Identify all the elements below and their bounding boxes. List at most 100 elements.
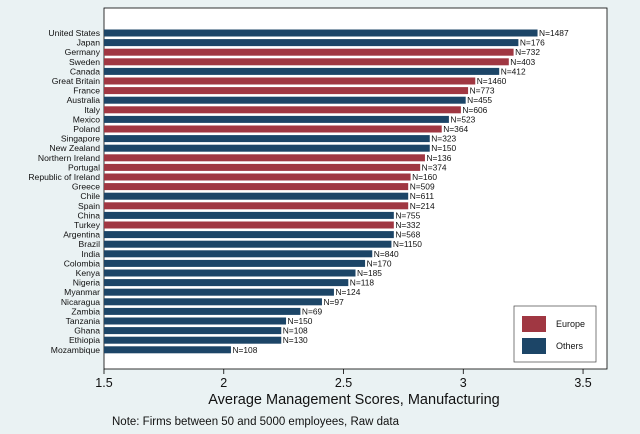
bar-germany xyxy=(104,48,514,56)
x-tick-label-2: 2 xyxy=(220,376,227,390)
bars-layer xyxy=(104,29,538,354)
bar-india xyxy=(104,250,373,258)
n-label-italy: N=606 xyxy=(462,105,487,115)
x-tick-label-2-5: 2.5 xyxy=(335,376,352,390)
category-label-ghana: Ghana xyxy=(74,326,100,336)
n-label-canada: N=412 xyxy=(501,66,526,76)
n-label-tanzania: N=150 xyxy=(288,316,313,326)
n-label-nicaragua: N=97 xyxy=(323,297,344,307)
bar-colombia xyxy=(104,259,366,267)
category-label-ethiopia: Ethiopia xyxy=(69,335,100,345)
bar-ethiopia xyxy=(104,336,282,344)
n-label-china: N=755 xyxy=(395,210,420,220)
category-label-nigeria: Nigeria xyxy=(73,278,100,288)
n-label-france: N=773 xyxy=(470,86,495,96)
bar-nigeria xyxy=(104,279,349,287)
n-label-colombia: N=170 xyxy=(367,258,392,268)
bar-chile xyxy=(104,192,409,200)
category-label-northern-ireland: Northern Ireland xyxy=(38,153,100,163)
n-label-japan: N=176 xyxy=(520,38,545,48)
bar-mexico xyxy=(104,115,449,123)
bar-argentina xyxy=(104,231,394,239)
n-label-northern-ireland: N=136 xyxy=(426,153,451,163)
n-label-chile: N=611 xyxy=(410,191,435,201)
n-label-myanmar: N=124 xyxy=(335,287,360,297)
n-label-argentina: N=568 xyxy=(395,230,420,240)
category-label-singapore: Singapore xyxy=(61,134,100,144)
bar-greece xyxy=(104,183,409,191)
bar-northern-ireland xyxy=(104,154,425,162)
n-label-greece: N=509 xyxy=(410,182,435,192)
bar-new-zealand xyxy=(104,144,430,152)
category-label-kenya: Kenya xyxy=(76,268,101,278)
category-label-myanmar: Myanmar xyxy=(64,287,100,297)
category-label-sweden: Sweden xyxy=(69,57,100,67)
n-label-brazil: N=1150 xyxy=(393,239,422,249)
bar-mozambique xyxy=(104,346,231,354)
category-label-australia: Australia xyxy=(67,95,101,105)
category-labels: United StatesJapanGermanySwedenCanadaGre… xyxy=(28,28,100,355)
category-label-tanzania: Tanzania xyxy=(66,316,101,326)
category-label-greece: Greece xyxy=(72,182,100,192)
category-label-china: China xyxy=(78,210,101,220)
bar-portugal xyxy=(104,163,421,171)
n-label-india: N=840 xyxy=(374,249,399,259)
category-label-turkey: Turkey xyxy=(74,220,101,230)
bar-republic-of-ireland xyxy=(104,173,411,181)
bar-zambia xyxy=(104,307,301,315)
n-label-kenya: N=185 xyxy=(357,268,382,278)
legend: Europe Others xyxy=(513,305,597,363)
bar-kenya xyxy=(104,269,356,277)
n-label-germany: N=732 xyxy=(515,47,540,57)
n-label-zambia: N=69 xyxy=(302,306,323,316)
legend-swatch-europe xyxy=(522,316,546,332)
bar-australia xyxy=(104,96,466,104)
bar-brazil xyxy=(104,240,392,248)
n-label-australia: N=455 xyxy=(467,95,492,105)
x-axis-title: Average Management Scores, Manufacturing xyxy=(208,392,500,408)
n-label-turkey: N=332 xyxy=(395,220,420,230)
category-label-united-states: United States xyxy=(48,28,100,38)
n-label-singapore: N=323 xyxy=(431,134,456,144)
bar-united-states xyxy=(104,29,538,37)
category-label-germany: Germany xyxy=(65,47,101,57)
x-tick-label-3: 3 xyxy=(460,376,467,390)
category-label-great-britain: Great Britain xyxy=(52,76,100,86)
n-label-poland: N=364 xyxy=(443,124,468,134)
category-label-india: India xyxy=(81,249,100,259)
x-tick-label-3-5: 3.5 xyxy=(574,376,591,390)
bar-ghana xyxy=(104,327,282,335)
n-label-nigeria: N=118 xyxy=(350,278,375,288)
category-label-portugal: Portugal xyxy=(68,162,100,172)
n-label-mozambique: N=108 xyxy=(232,345,257,355)
n-label-spain: N=214 xyxy=(410,201,435,211)
n-label-republic-of-ireland: N=160 xyxy=(412,172,437,182)
bar-china xyxy=(104,211,394,219)
category-label-italy: Italy xyxy=(84,105,100,115)
n-label-sweden: N=403 xyxy=(510,57,535,67)
category-label-zambia: Zambia xyxy=(71,306,100,316)
category-label-canada: Canada xyxy=(70,66,100,76)
category-label-japan: Japan xyxy=(77,38,101,48)
bar-myanmar xyxy=(104,288,334,296)
bar-sweden xyxy=(104,58,509,66)
category-label-france: France xyxy=(73,86,100,96)
bar-nicaragua xyxy=(104,298,322,306)
x-axis: 1.5 2 2.5 3 3.5 xyxy=(95,369,592,390)
n-label-ethiopia: N=130 xyxy=(283,335,308,345)
n-label-mexico: N=523 xyxy=(450,114,475,124)
bar-poland xyxy=(104,125,442,133)
category-label-chile: Chile xyxy=(80,191,100,201)
n-label-ghana: N=108 xyxy=(283,326,308,336)
category-label-poland: Poland xyxy=(73,124,100,134)
legend-swatch-others xyxy=(522,338,546,354)
bar-spain xyxy=(104,202,409,210)
category-label-colombia: Colombia xyxy=(64,258,101,268)
legend-label-europe: Europe xyxy=(556,319,585,329)
n-label-united-states: N=1487 xyxy=(539,28,569,38)
category-label-new-zealand: New Zealand xyxy=(49,143,100,153)
bar-japan xyxy=(104,39,519,47)
bar-italy xyxy=(104,106,461,114)
bar-france xyxy=(104,87,469,95)
